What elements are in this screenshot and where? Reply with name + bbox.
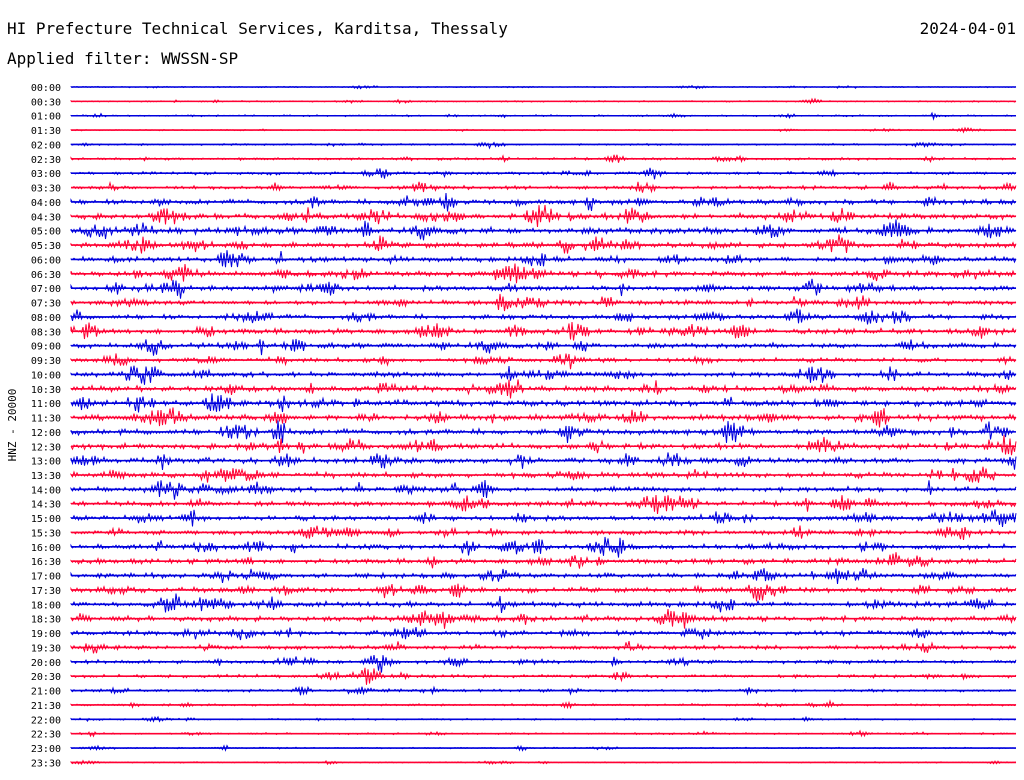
trace-1800: [70, 593, 1017, 613]
time-label: 17:00: [31, 572, 61, 583]
time-label: 06:00: [31, 255, 61, 266]
time-label: 06:30: [31, 270, 61, 281]
time-label: 20:30: [31, 672, 61, 683]
time-label: 11:30: [31, 414, 61, 425]
time-labels: 00:00 00:30 01:00 01:30 02:00 02:30 03:00 03:30…: [31, 83, 61, 769]
time-label: 20:00: [31, 658, 61, 669]
time-label: 18:00: [31, 600, 61, 611]
time-label: 02:00: [31, 140, 61, 151]
trace-2000: [70, 655, 1017, 673]
trace-0500: [70, 219, 1017, 241]
time-label: 10:00: [31, 370, 61, 381]
time-label: 15:30: [31, 528, 61, 539]
time-label: 04:30: [31, 212, 61, 223]
time-label: 00:30: [31, 97, 61, 108]
time-label: 09:30: [31, 356, 61, 367]
time-label: 13:30: [31, 471, 61, 482]
time-label: 14:30: [31, 500, 61, 511]
time-label: 07:00: [31, 284, 61, 295]
time-label: 11:00: [31, 399, 61, 410]
time-label: 12:30: [31, 442, 61, 453]
time-label: 09:00: [31, 342, 61, 353]
time-label: 21:00: [31, 687, 61, 698]
trace-0530: [70, 234, 1017, 254]
trace-0900: [70, 338, 1017, 356]
time-label: 15:00: [31, 514, 61, 525]
time-label: 01:00: [31, 112, 61, 123]
trace-1630: [70, 552, 1017, 569]
time-label: 19:00: [31, 629, 61, 640]
seismic-traces: [70, 84, 1017, 766]
time-label: 07:30: [31, 299, 61, 310]
time-label: 12:00: [31, 428, 61, 439]
time-label: 03:00: [31, 169, 61, 180]
trace-0800: [70, 308, 1017, 325]
station-title: HI Prefecture Technical Services, Kardit…: [7, 19, 508, 38]
time-label: 16:30: [31, 557, 61, 568]
time-label: 05:30: [31, 241, 61, 252]
time-label: 02:30: [31, 155, 61, 166]
time-label: 23:30: [31, 758, 61, 769]
filter-label: Applied filter: WWSSN-SP: [7, 49, 239, 68]
trace-0930: [70, 353, 1017, 370]
trace-1000: [70, 365, 1017, 385]
time-label: 16:00: [31, 543, 61, 554]
time-label: 22:30: [31, 730, 61, 741]
time-label: 10:30: [31, 385, 61, 396]
time-label: 05:00: [31, 227, 61, 238]
record-date: 2024-04-01: [919, 19, 1016, 38]
time-label: 17:30: [31, 586, 61, 597]
trace-1730: [70, 583, 1017, 602]
time-label: 14:00: [31, 485, 61, 496]
time-label: 22:00: [31, 715, 61, 726]
time-label: 04:00: [31, 198, 61, 209]
trace-1230: [70, 435, 1017, 456]
time-label: 03:30: [31, 184, 61, 195]
time-label: 23:00: [31, 744, 61, 755]
time-label: 19:30: [31, 643, 61, 654]
time-label: 08:00: [31, 313, 61, 324]
time-label: 00:00: [31, 83, 61, 94]
time-label: 21:30: [31, 701, 61, 712]
time-label: 01:30: [31, 126, 61, 137]
y-axis-label: HNZ - 20000: [6, 389, 19, 462]
time-label: 08:30: [31, 327, 61, 338]
time-label: 13:00: [31, 457, 61, 468]
time-label: 18:30: [31, 615, 61, 626]
